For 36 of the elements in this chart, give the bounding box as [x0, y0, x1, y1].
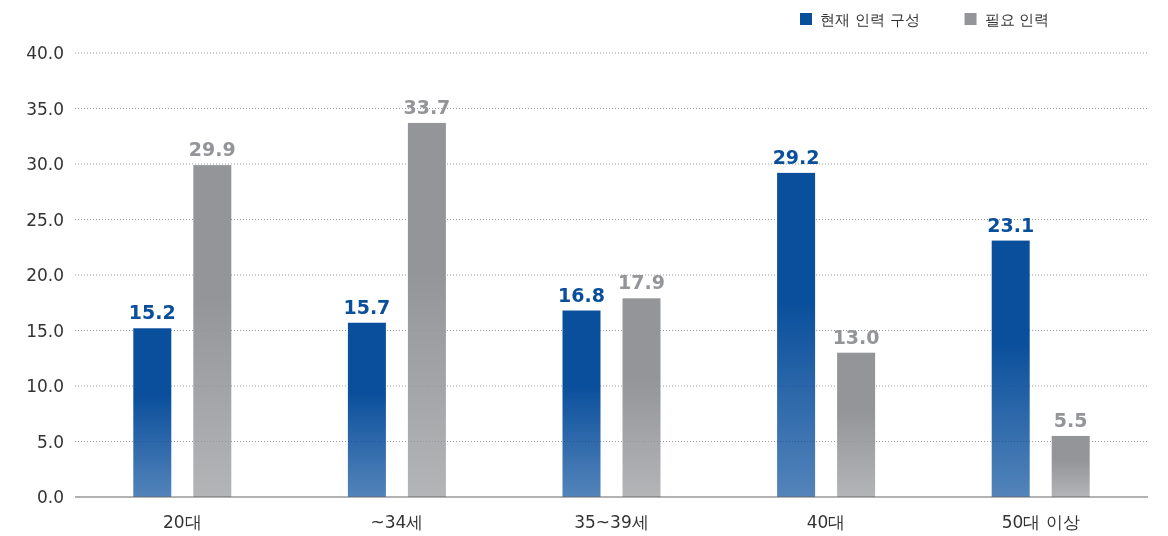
bar [407, 122, 446, 497]
data-label: 33.7 [403, 95, 451, 118]
data-label: 13.0 [832, 325, 880, 348]
x-tick-label: 50대 이상 [1001, 512, 1080, 532]
x-tick-label: 35~39세 [574, 512, 649, 532]
x-tick-label: ~34세 [370, 512, 424, 532]
bar [777, 172, 816, 497]
data-label: 15.7 [343, 295, 391, 318]
bar [622, 298, 661, 497]
bar [991, 240, 1030, 497]
data-label: 15.2 [128, 301, 176, 324]
legend-label: 현재 인력 구성 [820, 11, 920, 29]
y-tick-label: 40.0 [26, 43, 64, 63]
y-tick-label: 0.0 [36, 487, 64, 507]
y-tick-label: 25.0 [26, 209, 64, 230]
bar [837, 352, 876, 497]
data-label: 17.9 [618, 271, 665, 294]
data-label: 29.9 [188, 138, 236, 161]
data-label: 16.8 [558, 283, 605, 306]
data-label: 23.1 [987, 213, 1035, 236]
legend-label: 필요 인력 [984, 11, 1050, 29]
y-tick-label: 5.0 [36, 431, 64, 452]
y-tick-label: 10.0 [26, 376, 64, 396]
x-tick-label: 40대 [806, 512, 846, 532]
data-label: 5.5 [1053, 408, 1088, 431]
bar [347, 322, 386, 497]
bar [193, 165, 232, 497]
data-label: 29.2 [772, 145, 820, 168]
y-tick-label: 15.0 [26, 320, 64, 341]
bar [133, 328, 172, 497]
bar [1051, 435, 1090, 497]
bar [562, 310, 601, 497]
x-tick-label: 20대 [162, 512, 202, 532]
y-tick-label: 20.0 [26, 265, 64, 285]
y-tick-label: 35.0 [26, 98, 64, 119]
y-tick-label: 30.0 [26, 154, 64, 174]
